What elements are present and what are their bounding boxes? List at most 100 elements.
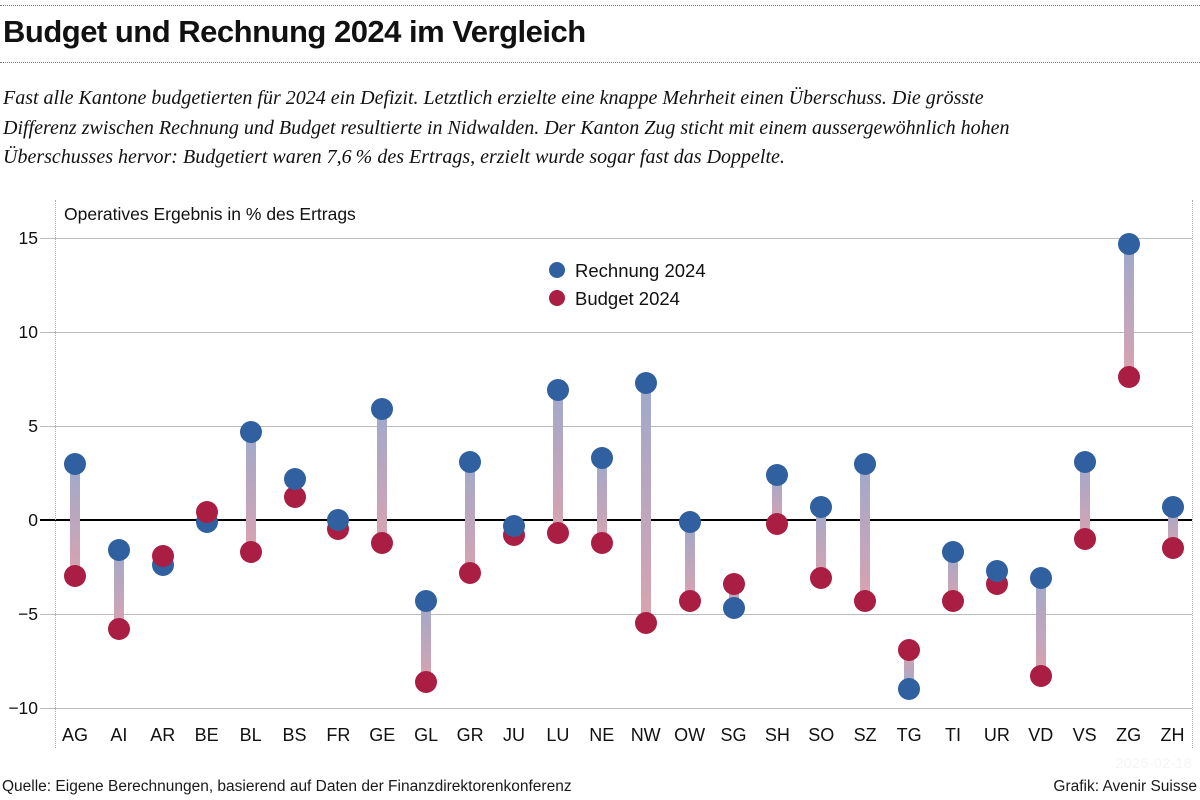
- x-tick-label-VD: VD: [1028, 725, 1054, 745]
- gridline--5: [40, 613, 1192, 615]
- x-tick-label-NE: NE: [589, 725, 615, 745]
- budget-dot-VD: [1029, 665, 1052, 688]
- budget-dot-GL: [415, 670, 438, 693]
- budget-dot-SZ: [854, 589, 877, 612]
- x-tick-label-FR: FR: [326, 725, 351, 745]
- x-tick-label-JU: JU: [503, 725, 525, 745]
- dumbbell-band-GL: [421, 600, 432, 682]
- budget-dot-TI: [942, 589, 964, 612]
- rechnung-dot-GL: [415, 589, 438, 612]
- y-tick-label-0: 0: [28, 510, 38, 530]
- x-tick-label-SH: SH: [764, 725, 790, 745]
- lead-line-1: Fast alle Kantone budgetierten für 2024 …: [3, 87, 984, 109]
- rechnung-dot-SO: [810, 495, 833, 518]
- x-tick-label-AI: AI: [110, 725, 128, 745]
- right-axis-dotted-line: [1192, 200, 1193, 748]
- rechnung-dot-SZ: [854, 452, 877, 475]
- zero-baseline: [40, 519, 1192, 521]
- x-tick-label-OW: OW: [674, 725, 706, 745]
- dumbbell-band-VD: [1035, 578, 1046, 677]
- x-tick-label-NW: NW: [630, 725, 661, 745]
- rechnung-dot-NE: [590, 446, 613, 469]
- dumbbell-band-ZG: [1123, 243, 1134, 378]
- rechnung-dot-JU: [503, 514, 525, 537]
- dumbbell-band-SH: [772, 474, 783, 524]
- budget-dot-SO: [810, 567, 833, 590]
- x-tick-label-UR: UR: [983, 725, 1010, 745]
- x-tick-label-GR: GR: [456, 725, 484, 745]
- rechnung-dot-BS: [283, 467, 306, 490]
- budget-dot-ZH: [1161, 537, 1184, 560]
- budget-dot-BE: [195, 501, 218, 524]
- x-tick-label-LU: LU: [546, 725, 570, 745]
- y-tick-label-10: 10: [18, 322, 38, 342]
- x-tick-label-GL: GL: [414, 725, 439, 745]
- rechnung-dot-GE: [371, 398, 394, 421]
- rechnung-dot-ZH: [1161, 495, 1184, 518]
- x-tick-label-BE: BE: [194, 725, 219, 745]
- y-tick-label--5: −5: [18, 604, 38, 624]
- rechnung-dot-NW: [634, 371, 657, 394]
- dumbbell-band-GE: [377, 409, 388, 543]
- x-tick-label-VS: VS: [1072, 725, 1097, 745]
- rechnung-dot-AG: [64, 452, 86, 475]
- title-divider: [0, 62, 1200, 63]
- rechnung-dot-TI: [942, 540, 964, 563]
- rechnung-legend-dot-icon: [549, 262, 565, 278]
- x-tick-label-SG: SG: [720, 725, 747, 745]
- dumbbell-band-AG: [70, 463, 80, 577]
- x-tick-label-ZH: ZH: [1160, 725, 1185, 745]
- gridline-10: [40, 331, 1192, 333]
- dumbbell-band-TG: [904, 649, 915, 690]
- budget-dot-NW: [634, 612, 657, 635]
- dumbbell-band-AI: [113, 550, 124, 630]
- budget-dot-GE: [371, 531, 394, 554]
- dumbbell-band-VS: [1079, 461, 1090, 539]
- x-tick-label-GE: GE: [369, 725, 396, 745]
- budget-dot-LU: [546, 522, 569, 545]
- rechnung-dot-OW: [678, 510, 701, 533]
- x-tick-label-TI: TI: [945, 725, 961, 745]
- budget-dot-SH: [766, 512, 789, 535]
- rechnung-dot-VD: [1029, 567, 1052, 590]
- dumbbell-band-NE: [596, 457, 607, 543]
- budget-dot-SG: [722, 572, 745, 595]
- date-watermark: 2026-02-18: [1115, 755, 1192, 772]
- budget-legend-dot-icon: [549, 290, 565, 306]
- dumbbell-band-NW: [640, 382, 651, 624]
- dumbbell-band-BL: [245, 431, 256, 552]
- y-tick-label--10: −10: [8, 698, 38, 718]
- gridline-5: [40, 425, 1192, 427]
- x-tick-label-SO: SO: [808, 725, 835, 745]
- budget-dot-BL: [239, 540, 262, 563]
- y-tick-label-15: 15: [18, 228, 38, 248]
- rechnung-dot-SH: [766, 463, 789, 486]
- budget-dot-AG: [64, 565, 86, 588]
- budget-dot-VS: [1073, 527, 1096, 550]
- rechnung-dot-TG: [898, 678, 921, 701]
- rechnung-dot-FR: [327, 509, 350, 531]
- rechnung-dot-SG: [722, 597, 745, 620]
- budget-dot-GR: [459, 561, 482, 584]
- dumbbell-band-SO: [816, 506, 827, 579]
- x-tick-label-ZG: ZG: [1116, 725, 1142, 745]
- dumbbell-band-ZH: [1167, 506, 1178, 549]
- budget-dot-NE: [590, 531, 613, 554]
- rechnung-dot-GR: [459, 450, 482, 473]
- dumbbell-band-SG: [728, 583, 739, 609]
- rechnung-dot-AI: [107, 539, 130, 562]
- budget-dot-AR: [151, 544, 174, 567]
- budget-dot-OW: [678, 589, 701, 612]
- budget-dot-AI: [107, 618, 130, 641]
- legend-label-budget: Budget 2024: [575, 288, 680, 309]
- page-title: Budget und Rechnung 2024 im Vergleich: [3, 14, 586, 49]
- gridline-15: [40, 237, 1192, 239]
- dumbbell-band-LU: [552, 390, 563, 534]
- top-divider: [0, 5, 1200, 6]
- x-tick-label-BS: BS: [282, 725, 307, 745]
- left-axis-dotted-line: [55, 200, 56, 748]
- budget-dot-BS: [283, 486, 306, 509]
- x-tick-label-TG: TG: [896, 725, 922, 745]
- dumbbell-band-OW: [684, 521, 695, 601]
